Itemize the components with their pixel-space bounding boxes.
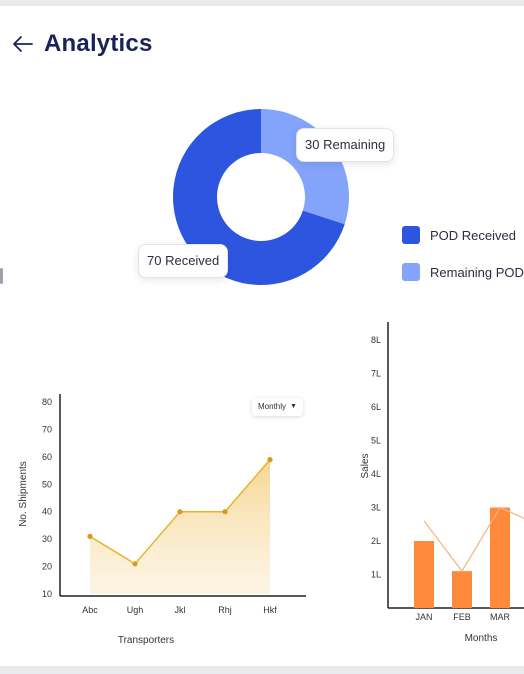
legend-label: Remaining POD — [430, 264, 524, 280]
area-fill — [90, 459, 270, 594]
x-tick-label: Ugh — [127, 605, 144, 615]
x-axis-title: Transporters — [118, 635, 174, 646]
chevron-down-icon: ▼ — [290, 403, 297, 410]
bar — [414, 541, 434, 608]
legend-label: POD Received — [430, 227, 516, 243]
legend-item-received: POD Received — [402, 224, 524, 246]
y-tick-label: 7L — [371, 369, 381, 379]
y-tick-label: 60 — [42, 452, 52, 462]
edge-handle — [0, 268, 3, 284]
legend-swatch — [402, 263, 420, 281]
remaining-callout: 30 Remaining — [296, 128, 395, 162]
x-tick-label: Jkl — [175, 605, 186, 615]
y-tick-label: 6L — [371, 402, 381, 412]
received-callout: 70 Received — [138, 244, 229, 278]
analytics-card: Analytics 30 Remaining 70 Received POD R… — [0, 6, 524, 666]
y-axis-title: No. Shipments — [18, 461, 29, 527]
arrow-left-icon[interactable] — [10, 31, 36, 57]
bar — [452, 571, 472, 608]
y-tick-label: 4L — [371, 469, 381, 479]
y-tick-label: 8L — [371, 335, 381, 345]
pod-donut-chart — [168, 104, 354, 290]
page-header: Analytics — [10, 26, 153, 62]
y-tick-label: 10 — [42, 589, 52, 599]
y-tick-label: 3L — [371, 503, 381, 513]
y-tick-label: 40 — [42, 507, 52, 517]
legend-swatch — [402, 226, 420, 244]
donut-legend: POD Received Remaining POD — [402, 224, 524, 298]
page-title: Analytics — [44, 30, 153, 57]
period-dropdown[interactable]: Monthly ▼ — [252, 398, 303, 416]
x-tick-label: JAN — [415, 612, 432, 622]
x-tick-label: Abc — [82, 605, 98, 615]
period-dropdown-value: Monthly — [258, 402, 287, 411]
x-axis-title: Months — [465, 633, 498, 644]
y-tick-label: 20 — [42, 562, 52, 572]
x-tick-label: MAR — [490, 612, 511, 622]
sales-bar-chart: 1L 2L 3L 4L 5L 6L 7L 8L JAN FEB MAR Months Sales — [360, 322, 524, 644]
data-point — [132, 561, 138, 567]
y-tick-label: 1L — [371, 570, 381, 580]
legend-item-remaining: Remaining POD — [402, 261, 524, 283]
y-tick-label: 70 — [42, 424, 52, 434]
bar — [490, 507, 510, 608]
shipments-line-chart: 10 20 30 40 50 60 70 80 Abc Ugh Jkl Rhj Hkf Transport… — [18, 394, 306, 646]
data-point — [177, 509, 183, 515]
data-point — [267, 457, 273, 463]
y-tick-label: 5L — [371, 436, 381, 446]
x-tick-label: FEB — [453, 612, 471, 622]
y-tick-label: 50 — [42, 479, 52, 489]
overlay-line — [423, 506, 524, 573]
donut-slice-received — [173, 109, 345, 285]
donut-slice-remaining — [261, 109, 349, 225]
x-tick-label: Hkf — [263, 605, 277, 615]
y-axis-title: Sales — [360, 453, 371, 478]
data-point — [87, 533, 93, 539]
y-tick-label: 2L — [371, 536, 381, 546]
y-tick-label: 80 — [42, 397, 52, 407]
x-tick-label: Rhj — [218, 605, 232, 615]
y-tick-label: 30 — [42, 534, 52, 544]
data-point — [222, 509, 228, 515]
